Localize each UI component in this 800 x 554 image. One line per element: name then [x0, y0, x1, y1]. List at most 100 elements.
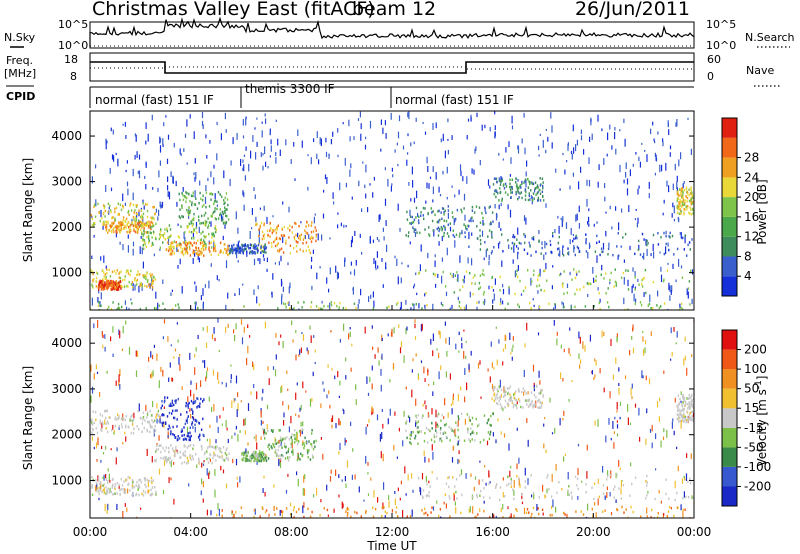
echo-cell: [152, 279, 155, 282]
noise-cell: [568, 347, 570, 354]
echo-cell: [136, 204, 138, 207]
echo-cell: [257, 456, 259, 459]
echo-cell: [129, 417, 131, 421]
echo-cell: [480, 242, 482, 246]
echo-cell: [139, 284, 141, 288]
noise-cell: [489, 481, 491, 484]
noise-cell: [125, 320, 127, 325]
echo-cell: [162, 446, 164, 450]
echo-cell: [277, 224, 279, 227]
noise-cell: [580, 129, 582, 135]
noise-cell: [133, 412, 135, 419]
echo-cell: [460, 412, 463, 415]
noise-cell: [634, 403, 637, 408]
echo-cell: [276, 226, 278, 229]
echo-cell: [691, 398, 693, 402]
echo-cell: [274, 438, 277, 442]
noise-cell: [443, 501, 445, 505]
noise-cell: [98, 290, 100, 294]
echo-cell: [236, 245, 238, 249]
echo-cell: [533, 197, 535, 200]
echo-cell: [225, 248, 227, 251]
noise-cell: [167, 237, 170, 245]
echo-cell: [676, 404, 678, 407]
echo-cell: [596, 234, 598, 238]
noise-cell: [183, 231, 185, 239]
echo-cell: [416, 231, 418, 234]
echo-cell: [149, 285, 151, 289]
noise-cell: [194, 176, 196, 182]
echo-cell: [119, 231, 121, 234]
noise-cell: [476, 306, 478, 310]
echo-cell: [280, 234, 283, 237]
noise-cell: [132, 192, 134, 201]
echo-cell: [111, 286, 113, 290]
noise-cell: [349, 331, 351, 337]
noise-cell: [262, 165, 264, 171]
echo-cell: [683, 213, 685, 216]
echo-cell: [107, 283, 110, 286]
echo-cell: [234, 251, 237, 255]
echo-cell: [135, 204, 137, 207]
noise-cell: [423, 366, 425, 374]
echo-cell: [453, 291, 455, 294]
echo-cell: [690, 187, 692, 191]
noise-cell: [448, 337, 450, 345]
noise-cell: [446, 350, 448, 357]
noise-cell: [232, 458, 234, 464]
echo-cell: [189, 454, 191, 457]
noise-cell: [292, 339, 294, 343]
echo-cell: [557, 241, 559, 245]
echo-cell: [437, 412, 440, 416]
noise-cell: [516, 427, 518, 431]
echo-cell: [492, 183, 495, 186]
noise-cell: [159, 145, 162, 153]
noise-cell: [667, 262, 669, 265]
echo-cell: [415, 414, 417, 418]
colorbar-tick-label: 28: [744, 151, 759, 165]
echo-cell: [199, 191, 201, 195]
noise-cell: [344, 437, 346, 446]
noise-cell: [394, 255, 396, 259]
noise-cell: [185, 246, 187, 252]
noise-cell: [460, 469, 463, 475]
noise-cell: [281, 513, 283, 518]
echo-cell: [216, 445, 218, 448]
echo-cell: [524, 178, 527, 181]
noise-cell: [285, 139, 287, 146]
noise-cell: [517, 254, 519, 260]
noise-cell: [256, 296, 258, 304]
echo-cell: [683, 404, 686, 408]
echo-cell: [510, 399, 512, 402]
echo-cell: [191, 423, 193, 426]
noise-cell: [137, 486, 139, 490]
noise-cell: [300, 421, 302, 427]
noise-cell: [650, 253, 652, 257]
echo-cell: [691, 194, 694, 197]
echo-cell: [606, 478, 608, 481]
echo-cell: [680, 190, 683, 193]
colorbar-segment: [722, 388, 737, 409]
echo-cell: [437, 210, 439, 213]
echo-cell: [202, 246, 204, 250]
noise-cell: [242, 190, 244, 196]
echo-cell: [219, 212, 222, 215]
echo-cell: [682, 397, 684, 400]
noise-cell: [394, 149, 396, 153]
noise-cell: [262, 421, 264, 424]
noise-cell: [269, 132, 271, 136]
noise-cell: [669, 295, 671, 301]
echo-cell: [534, 404, 536, 407]
noise-cell: [152, 187, 154, 190]
echo-cell: [690, 404, 693, 408]
noise-cell: [625, 172, 627, 178]
echo-cell: [491, 285, 493, 289]
echo-cell: [327, 305, 329, 308]
echo-cell: [386, 512, 388, 515]
noise-cell: [307, 154, 309, 157]
echo-cell: [187, 403, 189, 406]
noise-cell: [636, 222, 638, 228]
noise-cell: [650, 331, 652, 337]
noise-cell: [410, 198, 412, 202]
noise-cell: [455, 343, 457, 350]
